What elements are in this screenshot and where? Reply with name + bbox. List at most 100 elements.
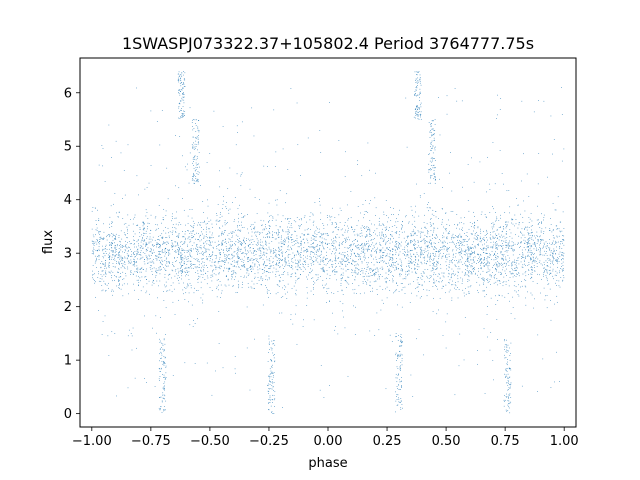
data-point: [375, 215, 376, 216]
data-point: [327, 247, 328, 248]
data-point: [523, 234, 525, 236]
data-point: [467, 249, 469, 251]
data-point: [420, 248, 421, 250]
data-point: [322, 284, 323, 286]
data-point: [441, 246, 443, 248]
data-point: [559, 381, 560, 382]
data-point: [109, 248, 110, 250]
data-point: [383, 240, 385, 241]
data-point: [540, 248, 541, 249]
data-point: [131, 349, 133, 351]
data-point: [103, 252, 105, 254]
data-point: [228, 250, 229, 251]
data-point: [489, 255, 491, 257]
data-point: [395, 245, 397, 247]
data-point: [103, 238, 105, 239]
data-point: [369, 269, 371, 271]
data-point: [302, 263, 303, 265]
data-point: [465, 273, 467, 275]
data-point: [123, 266, 125, 268]
data-point: [191, 226, 193, 228]
data-point: [512, 273, 514, 275]
data-point: [414, 248, 415, 250]
data-point: [184, 271, 186, 273]
data-point: [528, 249, 530, 251]
data-point: [315, 236, 317, 238]
data-point: [124, 252, 125, 253]
data-point: [124, 256, 126, 258]
data-point: [550, 244, 552, 245]
data-point: [122, 218, 124, 219]
data-point: [143, 235, 145, 237]
data-point: [440, 240, 441, 242]
data-point: [469, 247, 471, 249]
data-point: [307, 250, 309, 252]
data-point: [395, 246, 397, 247]
data-point: [355, 255, 356, 257]
data-point: [151, 268, 153, 270]
data-point: [231, 253, 233, 255]
data-point: [433, 279, 435, 281]
data-point: [250, 266, 252, 267]
data-point: [561, 160, 563, 162]
data-point: [319, 198, 320, 199]
data-point: [365, 200, 366, 201]
data-point: [507, 293, 509, 294]
data-point: [197, 224, 198, 226]
data-point: [102, 165, 104, 167]
data-point: [335, 263, 336, 264]
data-point: [324, 271, 325, 273]
data-point: [171, 291, 173, 293]
data-point: [159, 317, 161, 318]
data-point: [411, 262, 413, 264]
data-point: [484, 243, 485, 245]
data-point: [532, 231, 533, 233]
data-point: [288, 218, 290, 219]
data-point: [257, 242, 259, 243]
data-point: [187, 283, 188, 285]
data-point: [506, 245, 508, 247]
data-point: [446, 238, 448, 240]
data-point: [401, 269, 403, 271]
data-point: [486, 234, 487, 235]
data-point: [385, 234, 386, 236]
data-point: [241, 245, 243, 246]
data-point: [247, 275, 249, 276]
data-point: [221, 243, 223, 245]
data-point: [523, 247, 525, 248]
data-point: [382, 289, 384, 290]
data-point: [299, 236, 301, 238]
data-point: [344, 238, 346, 239]
data-point: [197, 270, 199, 272]
data-point: [256, 238, 258, 240]
data-point: [408, 263, 410, 264]
data-point: [562, 242, 563, 244]
data-point: [366, 262, 368, 263]
data-point: [460, 236, 462, 238]
data-point: [269, 252, 271, 254]
data-point: [225, 261, 226, 263]
data-point: [138, 279, 139, 281]
data-point: [254, 250, 256, 252]
data-point: [201, 270, 202, 272]
data-point: [471, 251, 473, 253]
data-point: [522, 254, 524, 256]
data-point: [468, 279, 470, 281]
data-point: [419, 297, 421, 299]
data-point: [457, 268, 459, 270]
data-point: [518, 284, 520, 286]
data-point: [437, 261, 439, 263]
data-point: [407, 270, 408, 272]
data-point: [285, 231, 287, 233]
data-point: [532, 239, 534, 241]
data-point: [386, 215, 388, 216]
data-point: [291, 234, 293, 236]
data-point: [223, 233, 224, 235]
data-point: [477, 350, 478, 351]
data-point: [148, 258, 150, 260]
data-point: [544, 250, 546, 252]
data-point: [448, 267, 450, 269]
data-point: [127, 144, 129, 146]
data-point: [457, 223, 459, 225]
data-point: [278, 286, 280, 287]
